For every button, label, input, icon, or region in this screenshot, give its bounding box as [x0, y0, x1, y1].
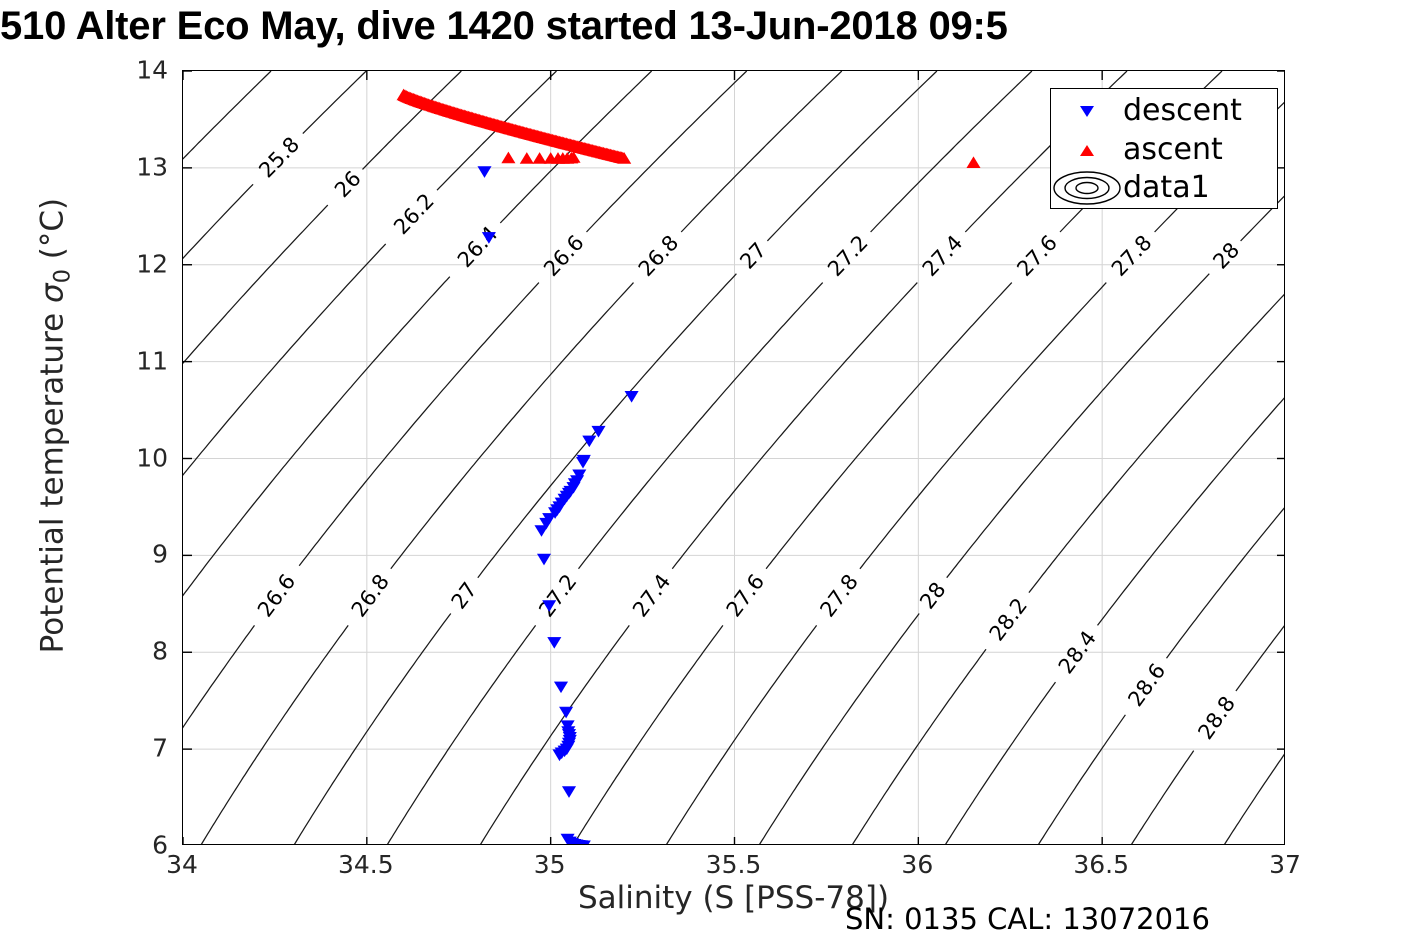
svg-text:27: 27: [447, 578, 482, 614]
svg-text:27.2: 27.2: [534, 570, 581, 622]
contour-rings-icon: [1051, 168, 1123, 208]
svg-text:27.4: 27.4: [628, 570, 675, 622]
y-tick-label: 8: [152, 636, 168, 666]
svg-text:28.8: 28.8: [1193, 692, 1240, 744]
x-tick-label: 35: [533, 850, 566, 879]
triangle-up-icon: [1051, 130, 1123, 170]
y-tick-label: 13: [136, 152, 168, 182]
y-tick-label: 10: [136, 443, 168, 472]
x-tick-label: 36.5: [1073, 850, 1129, 879]
svg-text:28: 28: [915, 578, 950, 614]
x-tick-label: 34.5: [337, 850, 394, 879]
legend-item-descent[interactable]: descent: [1051, 91, 1279, 131]
y-axis-label-text: Potential temperature σ0 (°C): [34, 197, 76, 654]
y-tick-label: 9: [152, 539, 168, 569]
x-tick-label: 36: [901, 850, 934, 879]
y-tick-label: 12: [136, 249, 168, 279]
svg-text:27.2: 27.2: [823, 231, 873, 281]
svg-text:27.6: 27.6: [722, 570, 769, 622]
plot-canvas: 25.82626.226.426.626.626.826.8272727.227…: [183, 71, 1284, 844]
series-ascent: [396, 88, 981, 168]
svg-text:26: 26: [330, 166, 366, 202]
svg-text:28.2: 28.2: [985, 594, 1032, 646]
svg-text:27.8: 27.8: [815, 570, 862, 622]
legend-label-data1: data1: [1123, 170, 1210, 205]
svg-text:26.6: 26.6: [539, 231, 589, 282]
legend-item-ascent[interactable]: ascent: [1051, 130, 1279, 170]
x-tick-label: 35.5: [705, 850, 762, 879]
x-axis-label: Salinity (S [PSS-78]): [577, 880, 890, 916]
axis-ticks: [183, 71, 1284, 844]
y-tick-label: 7: [152, 733, 168, 763]
svg-text:27: 27: [735, 238, 771, 274]
series-descent: [477, 166, 639, 844]
svg-text:26.6: 26.6: [253, 570, 300, 622]
svg-text:28.6: 28.6: [1123, 659, 1170, 711]
sensor-annotation: SN: 0135 CAL: 13072016: [845, 902, 1210, 936]
svg-text:28: 28: [1208, 238, 1244, 274]
legend[interactable]: descent ascent data1: [1050, 88, 1278, 209]
x-tick-label: 34: [166, 850, 198, 879]
svg-text:26.8: 26.8: [634, 231, 684, 281]
legend-label-ascent: ascent: [1123, 132, 1223, 167]
svg-text:26.2: 26.2: [389, 189, 439, 239]
page-title: 510 Alter Eco May, dive 1420 started 13-…: [0, 4, 1008, 48]
svg-text:25.8: 25.8: [254, 132, 304, 182]
svg-text:27.6: 27.6: [1012, 231, 1062, 281]
legend-item-data1[interactable]: data1: [1051, 168, 1279, 208]
density-contours: [183, 71, 1284, 844]
y-tick-label: 11: [136, 346, 168, 376]
triangle-down-icon: [1051, 91, 1123, 131]
svg-text:27.8: 27.8: [1107, 231, 1157, 281]
y-tick-label: 14: [136, 55, 168, 85]
y-tick-label: 6: [152, 830, 168, 860]
svg-text:26.8: 26.8: [347, 570, 394, 622]
svg-text:27.4: 27.4: [918, 231, 968, 281]
y-axis-label: Potential temperature σ0 (°C): [34, 116, 75, 736]
x-tick-label: 37: [1269, 850, 1301, 879]
legend-label-descent: descent: [1123, 93, 1242, 128]
